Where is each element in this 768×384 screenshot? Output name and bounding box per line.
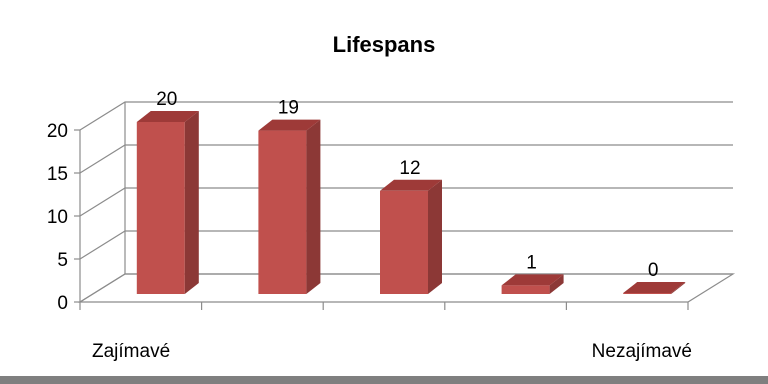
bar: [623, 282, 686, 294]
bars: [136, 111, 686, 294]
bar-front: [380, 190, 428, 294]
bar: [136, 111, 199, 294]
y-tick-label: 5: [57, 250, 68, 271]
bar-top: [623, 282, 686, 293]
x-tick-labels: Zajímavé Nezajímavé: [92, 341, 692, 362]
bar-top: [258, 119, 321, 131]
bar: [258, 119, 321, 294]
bar-side: [671, 282, 686, 294]
x-tick-label: Zajímavé: [92, 341, 170, 362]
data-label: 1: [526, 252, 537, 273]
y-tick-labels: 0 5 10 15 20: [47, 121, 68, 314]
chart-floor: [77, 273, 736, 303]
bar-side: [549, 274, 564, 294]
bar: [501, 274, 564, 294]
data-label: 19: [278, 98, 299, 119]
chart-title: Lifespans: [333, 32, 436, 57]
axes: [74, 102, 736, 310]
data-label: 12: [399, 158, 420, 179]
data-label: 0: [648, 260, 659, 281]
bar-front: [501, 285, 550, 294]
bottom-border: [0, 376, 768, 384]
bar-top: [380, 179, 442, 191]
data-label: 20: [156, 89, 177, 110]
y-tick-label: 20: [47, 121, 68, 142]
bar-top: [501, 274, 564, 286]
x-tick-label: Nezajímavé: [592, 341, 692, 362]
bar-side: [428, 179, 442, 294]
bar-side: [184, 111, 199, 294]
data-labels: 20 19 12 1 0: [156, 89, 658, 281]
y-tick-label: 10: [47, 207, 68, 228]
bar-front: [258, 130, 307, 294]
bar: [380, 179, 442, 294]
bar-side: [306, 119, 321, 294]
y-tick-label: 0: [57, 293, 68, 314]
y-tick-label: 15: [47, 164, 68, 185]
bar-front: [136, 122, 185, 294]
bar-front: [623, 293, 672, 294]
bar-top: [136, 111, 199, 122]
